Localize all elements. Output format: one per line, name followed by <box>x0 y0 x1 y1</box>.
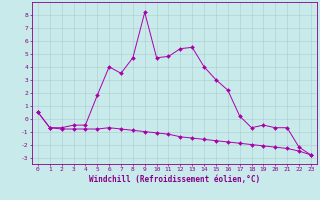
X-axis label: Windchill (Refroidissement éolien,°C): Windchill (Refroidissement éolien,°C) <box>89 175 260 184</box>
